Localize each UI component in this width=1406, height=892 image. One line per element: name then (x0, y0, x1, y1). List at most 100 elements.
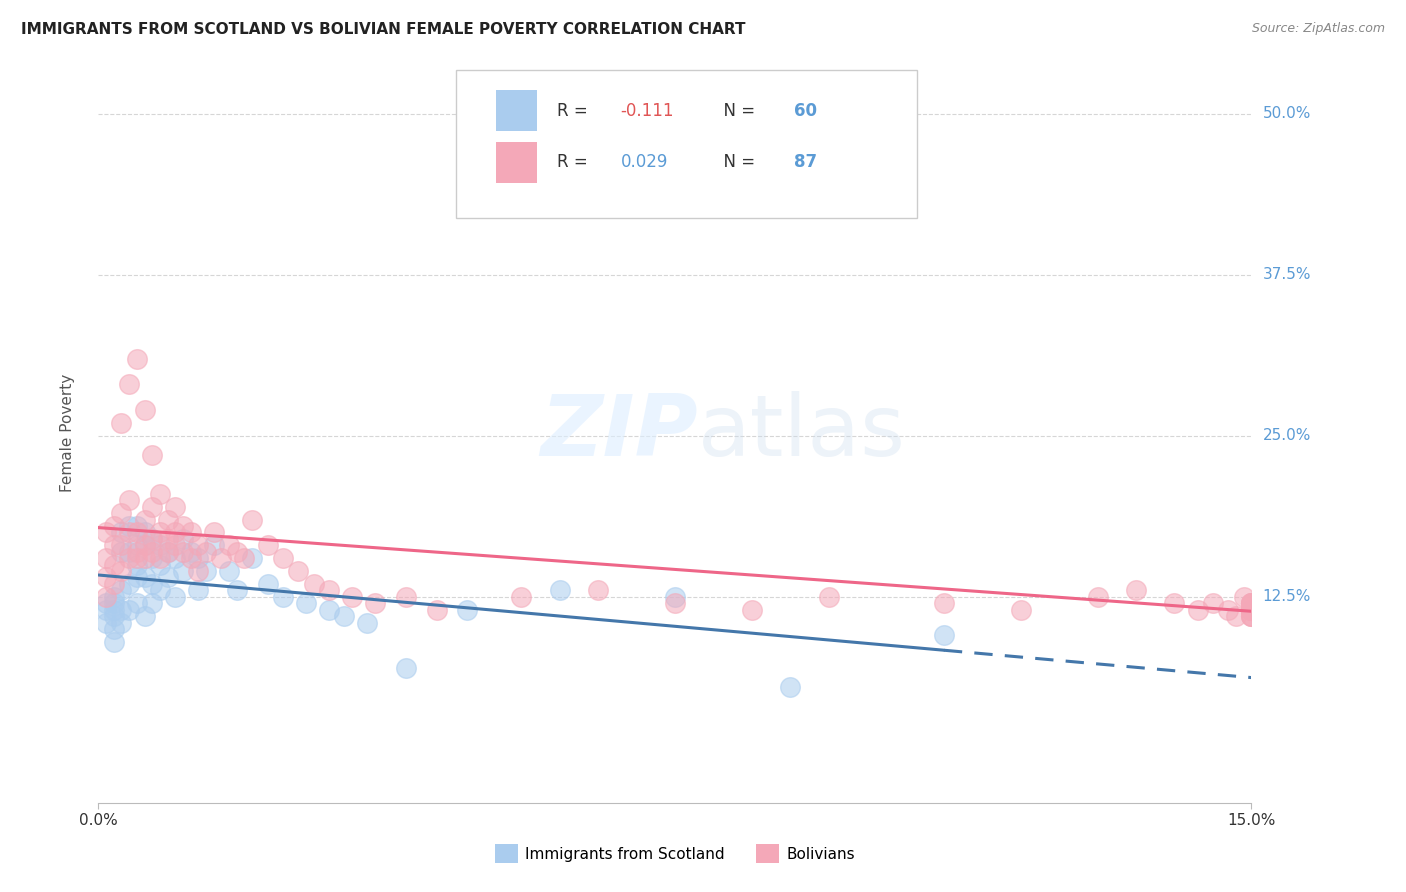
Point (141, 545, 163, 559)
Point (94, 615, 117, 630)
Text: 0.029: 0.029 (620, 153, 668, 171)
Text: 25.0%: 25.0% (1263, 428, 1310, 443)
Point (165, 525, 187, 540)
Point (118, 602, 141, 616)
Point (1240, 602, 1263, 616)
Point (1225, 609, 1247, 624)
Point (172, 564, 194, 578)
Point (471, 191, 494, 205)
Point (187, 564, 209, 578)
Point (125, 525, 148, 540)
Point (156, 512, 179, 526)
Point (165, 551, 187, 566)
Point (395, 660, 418, 674)
Point (110, 506, 132, 520)
Point (149, 538, 172, 552)
Point (94, 525, 117, 540)
Point (125, 351, 148, 366)
Point (141, 596, 163, 610)
Legend: Immigrants from Scotland, Bolivians: Immigrants from Scotland, Bolivians (489, 838, 860, 869)
Point (187, 538, 209, 552)
Point (271, 590, 294, 604)
Point (741, 602, 763, 616)
Point (318, 583, 340, 598)
Point (141, 532, 163, 546)
Point (103, 635, 125, 649)
Point (817, 590, 839, 604)
Text: IMMIGRANTS FROM SCOTLAND VS BOLIVIAN FEMALE POVERTY CORRELATION CHART: IMMIGRANTS FROM SCOTLAND VS BOLIVIAN FEM… (21, 22, 745, 37)
Point (110, 525, 132, 540)
Point (187, 583, 209, 598)
Point (180, 551, 202, 566)
Point (125, 596, 148, 610)
Point (1202, 596, 1225, 610)
Point (141, 577, 163, 591)
Point (1125, 583, 1147, 598)
Point (94, 570, 117, 584)
Text: R =: R = (557, 153, 593, 171)
Point (103, 609, 125, 624)
Point (779, 680, 801, 694)
Point (118, 545, 141, 559)
Point (1240, 596, 1263, 610)
Text: N =: N = (713, 102, 761, 120)
Point (202, 525, 225, 540)
Point (134, 609, 156, 624)
Point (1163, 596, 1185, 610)
Point (125, 519, 148, 533)
Point (195, 564, 218, 578)
Point (586, 583, 609, 598)
Point (302, 577, 325, 591)
Point (510, 590, 533, 604)
Text: 50.0%: 50.0% (1263, 106, 1310, 121)
Point (240, 551, 263, 566)
FancyBboxPatch shape (456, 70, 917, 218)
Point (94, 596, 117, 610)
Point (165, 538, 187, 552)
Point (1240, 609, 1263, 624)
Point (94, 590, 117, 604)
Point (240, 512, 263, 526)
Point (110, 602, 132, 616)
Point (456, 602, 478, 616)
Point (149, 525, 172, 540)
Text: 12.5%: 12.5% (1263, 590, 1310, 604)
Y-axis label: Female Poverty: Female Poverty (60, 374, 75, 491)
Point (664, 590, 686, 604)
Point (141, 500, 163, 514)
Point (172, 532, 194, 546)
Point (318, 602, 340, 616)
Point (141, 448, 163, 462)
Point (202, 538, 225, 552)
Point (125, 558, 148, 572)
Point (110, 583, 132, 598)
Point (165, 500, 187, 514)
Point (356, 615, 378, 630)
Point (118, 493, 141, 508)
Point (287, 564, 309, 578)
Point (156, 570, 179, 584)
Point (149, 583, 172, 598)
Point (94, 551, 117, 566)
Point (149, 558, 172, 572)
Point (149, 487, 172, 501)
Point (1240, 596, 1263, 610)
Point (110, 416, 132, 430)
Point (156, 545, 179, 559)
Text: ZIP: ZIP (540, 391, 697, 475)
Text: -0.111: -0.111 (620, 102, 675, 120)
Point (195, 545, 218, 559)
Text: 60: 60 (793, 102, 817, 120)
Point (134, 570, 156, 584)
Point (134, 512, 156, 526)
Point (256, 577, 278, 591)
Text: Source: ZipAtlas.com: Source: ZipAtlas.com (1251, 22, 1385, 36)
Point (1240, 609, 1263, 624)
Point (1240, 602, 1263, 616)
Point (149, 551, 172, 566)
Point (118, 577, 141, 591)
Point (118, 377, 141, 392)
FancyBboxPatch shape (496, 142, 537, 183)
Point (103, 622, 125, 636)
Point (94, 602, 117, 616)
